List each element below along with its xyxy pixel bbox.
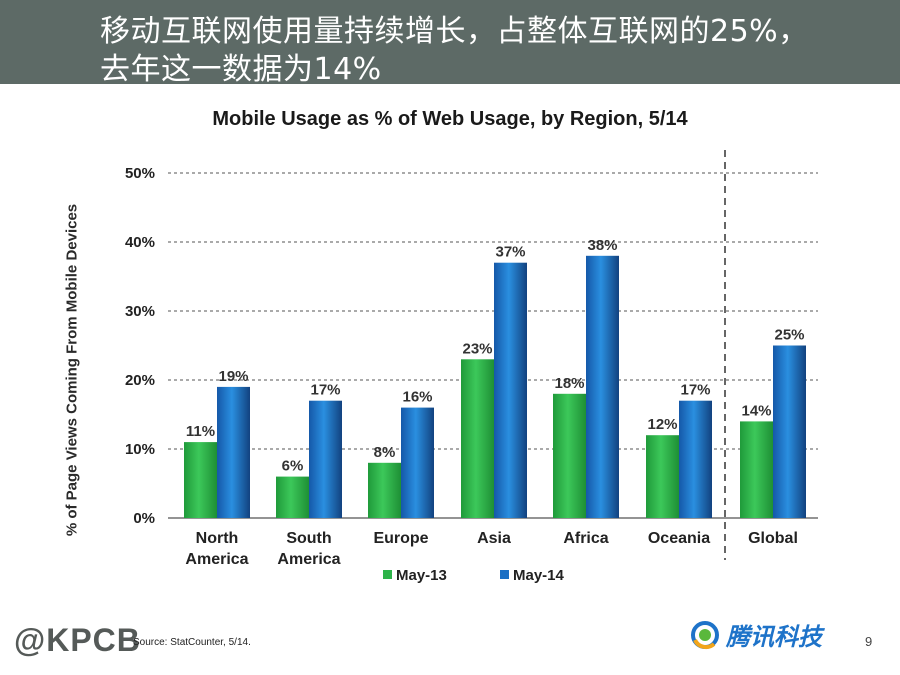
- y-tick-label: 30%: [125, 303, 155, 320]
- bar-may-13-oceania: [646, 435, 679, 518]
- source-note: Source: StatCounter, 5/14.: [133, 637, 251, 648]
- y-tick-label: 50%: [125, 165, 155, 182]
- data-label: 17%: [680, 382, 710, 399]
- x-tick-label: South: [286, 530, 331, 547]
- data-label: 16%: [402, 389, 432, 406]
- chart-title: Mobile Usage as % of Web Usage, by Regio…: [212, 108, 688, 130]
- tencent-tech-brand: 腾讯科技: [690, 617, 822, 652]
- x-tick-label: Asia: [477, 530, 511, 547]
- x-tick-label: America: [185, 551, 248, 568]
- y-tick-label: 40%: [125, 234, 155, 251]
- x-tick-label: Europe: [373, 530, 428, 547]
- legend-label-may-14: May-14: [513, 567, 565, 584]
- data-label: 6%: [282, 458, 304, 475]
- bar-may-13-global: [740, 421, 773, 518]
- x-tick-label: Global: [748, 530, 798, 547]
- data-label: 17%: [310, 382, 340, 399]
- data-label: 37%: [495, 244, 525, 261]
- y-tick-label: 10%: [125, 441, 155, 458]
- data-label: 14%: [741, 402, 771, 419]
- bar-may-13-south-america: [276, 476, 309, 518]
- bar-may-14-north-america: [217, 386, 250, 518]
- bar-may-13-europe: [368, 462, 401, 518]
- data-label: 25%: [774, 327, 804, 344]
- tencent-logo-icon: [691, 620, 719, 649]
- bar-may-14-global: [773, 345, 806, 518]
- data-label: 8%: [374, 444, 396, 461]
- bar-may-13-africa: [553, 393, 586, 518]
- legend-swatch-may-13: [383, 570, 392, 579]
- slide-header: 移动互联网使用量持续增长，占整体互联网的25%， 去年这一数据为14%: [0, 0, 900, 87]
- bar-may-14-asia: [494, 262, 527, 518]
- data-label: 23%: [462, 340, 492, 357]
- x-tick-label: Africa: [563, 530, 608, 547]
- y-tick-label: 20%: [125, 372, 155, 389]
- page-number: 9: [865, 634, 873, 649]
- bar-may-14-south-america: [309, 400, 342, 518]
- data-label: 18%: [554, 375, 584, 392]
- slide-title-line-2: 去年这一数据为14%: [100, 52, 382, 87]
- legend-swatch-may-14: [500, 570, 509, 579]
- data-label: 11%: [186, 423, 215, 440]
- kpcb-logo: @KPCB: [14, 622, 141, 658]
- bar-may-13-asia: [461, 359, 494, 518]
- x-tick-label: America: [277, 551, 340, 568]
- x-tick-label: Oceania: [648, 530, 710, 547]
- x-tick-label: North: [196, 530, 239, 547]
- brand-text: 腾讯科技: [726, 624, 822, 651]
- data-label: 19%: [218, 368, 248, 385]
- bar-may-14-oceania: [679, 400, 712, 518]
- bar-may-14-europe: [401, 407, 434, 518]
- bar-may-14-africa: [586, 255, 619, 519]
- data-label: 12%: [647, 416, 677, 433]
- y-tick-label: 0%: [133, 510, 155, 527]
- legend-label-may-13: May-13: [396, 567, 447, 584]
- bar-may-13-north-america: [184, 442, 217, 518]
- slide-title-line-1: 移动互联网使用量持续增长，占整体互联网的25%，: [100, 14, 809, 49]
- data-label: 38%: [587, 237, 617, 254]
